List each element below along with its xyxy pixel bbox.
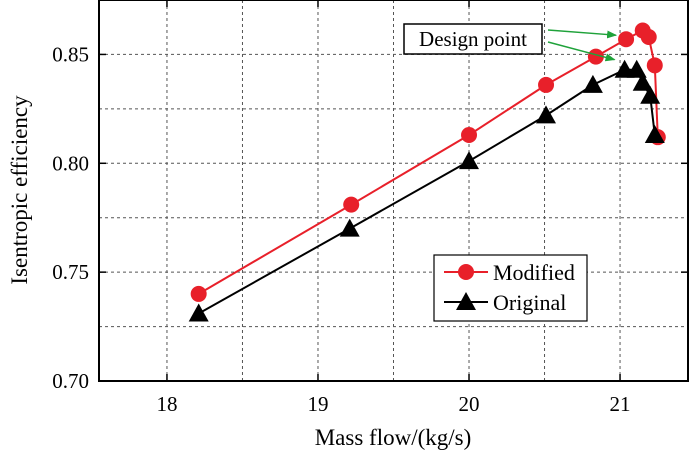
annotation-label: Design point — [419, 27, 527, 51]
data-point-modified — [461, 126, 478, 143]
design-point-annotation: Design point — [403, 23, 618, 62]
grid — [99, 0, 688, 381]
annotation-arrow — [547, 41, 616, 62]
y-tick-label: 0.70 — [52, 369, 89, 393]
data-point-modified — [538, 76, 555, 93]
legend-label-modified: Modified — [493, 260, 575, 285]
data-point-original — [188, 303, 209, 322]
data-point-modified — [587, 48, 604, 65]
data-point-original — [644, 125, 665, 143]
annotation-arrow — [547, 29, 618, 39]
data-point-original — [640, 85, 661, 104]
data-point-modified — [640, 29, 657, 46]
legend: Modified Original — [433, 254, 588, 322]
legend-marker-original — [456, 292, 476, 310]
y-axis-title: Isentropic efficiency — [7, 95, 32, 285]
data-point-original — [582, 74, 603, 93]
series-line-modified — [198, 29, 659, 295]
data-point-modified — [343, 196, 360, 213]
plot-frame — [98, 0, 689, 382]
data-point-original — [632, 72, 653, 91]
y-tick-label: 0.80 — [52, 151, 89, 175]
data-point-original — [459, 151, 479, 170]
data-point-modified — [646, 57, 663, 74]
series — [188, 22, 666, 322]
data-point-modified — [618, 31, 635, 48]
x-tick-label: 21 — [610, 392, 631, 416]
x-axis-title: Mass flow/(kg/s) — [315, 425, 472, 450]
x-tick-label: 18 — [156, 392, 177, 416]
x-tick-label: 20 — [459, 392, 480, 416]
data-point-original — [626, 59, 647, 78]
y-tick-label: 0.85 — [52, 42, 89, 66]
x-tick-label: 19 — [307, 392, 328, 416]
data-point-original — [536, 105, 556, 124]
axes: 18 19 20 21 0.70 0.75 0.80 0.85 — [52, 0, 688, 416]
annotation-box — [403, 23, 543, 55]
y-tick-label: 0.75 — [52, 260, 89, 284]
data-point-modified — [190, 285, 207, 302]
legend-label-original: Original — [493, 290, 566, 315]
data-point-original — [339, 218, 360, 237]
legend-marker-modified — [458, 264, 474, 280]
